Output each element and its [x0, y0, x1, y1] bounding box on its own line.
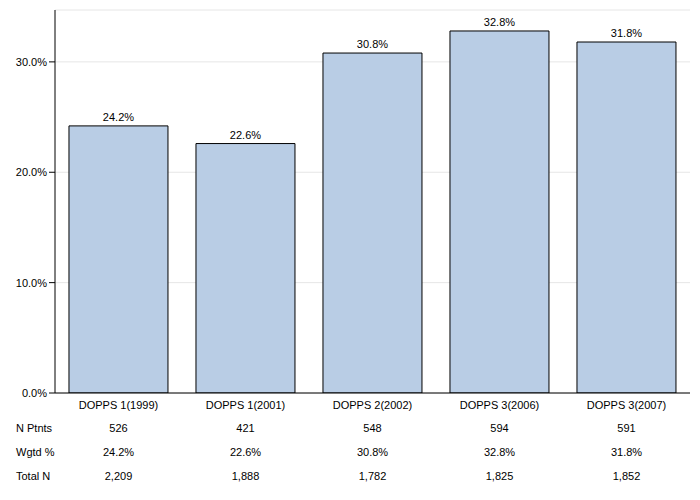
html-text:31.8%: 31.8%	[610, 446, 643, 458]
svg-text:10.0%: 10.0%	[16, 277, 47, 289]
svg-text:31.8%: 31.8%	[611, 27, 642, 39]
svg-text:30.8%: 30.8%	[357, 38, 388, 50]
html-text:30.8%: 30.8%	[356, 446, 389, 458]
html-text:Total N: Total N	[16, 470, 51, 482]
html-text:594: 594	[490, 422, 509, 434]
html-text:1,825: 1,825	[485, 470, 514, 482]
html-text:N Ptnts: N Ptnts	[16, 422, 53, 434]
svg-text:30.0%: 30.0%	[16, 56, 47, 68]
html-text:1,782: 1,782	[358, 470, 387, 482]
html-text:1,852: 1,852	[612, 470, 641, 482]
html-text:2,209: 2,209	[104, 470, 133, 482]
svg-text:24.2%: 24.2%	[103, 111, 134, 123]
html-text:421: 421	[236, 422, 255, 434]
svg-text:DOPPS 3(2006): DOPPS 3(2006)	[460, 399, 539, 411]
html-text:24.2%: 24.2%	[102, 446, 135, 458]
svg-text:DOPPS 2(2002): DOPPS 2(2002)	[333, 399, 412, 411]
svg-text:22.6%: 22.6%	[230, 129, 261, 141]
svg-text:DOPPS 1(1999): DOPPS 1(1999)	[79, 399, 158, 411]
svg-text:DOPPS 3(2007): DOPPS 3(2007)	[587, 399, 666, 411]
svg-text:20.0%: 20.0%	[16, 166, 47, 178]
html-text:Wgtd %: Wgtd %	[16, 446, 55, 458]
html-text:32.8%: 32.8%	[483, 446, 516, 458]
html-text:526: 526	[109, 422, 128, 434]
html-text:591: 591	[617, 422, 636, 434]
svg-text:0.0%: 0.0%	[22, 387, 47, 399]
svg-text:DOPPS 1(2001): DOPPS 1(2001)	[206, 399, 285, 411]
svg-text:32.8%: 32.8%	[484, 16, 515, 28]
html-text:548: 548	[363, 422, 382, 434]
html-text:22.6%: 22.6%	[229, 446, 262, 458]
html-text:1,888: 1,888	[231, 470, 260, 482]
